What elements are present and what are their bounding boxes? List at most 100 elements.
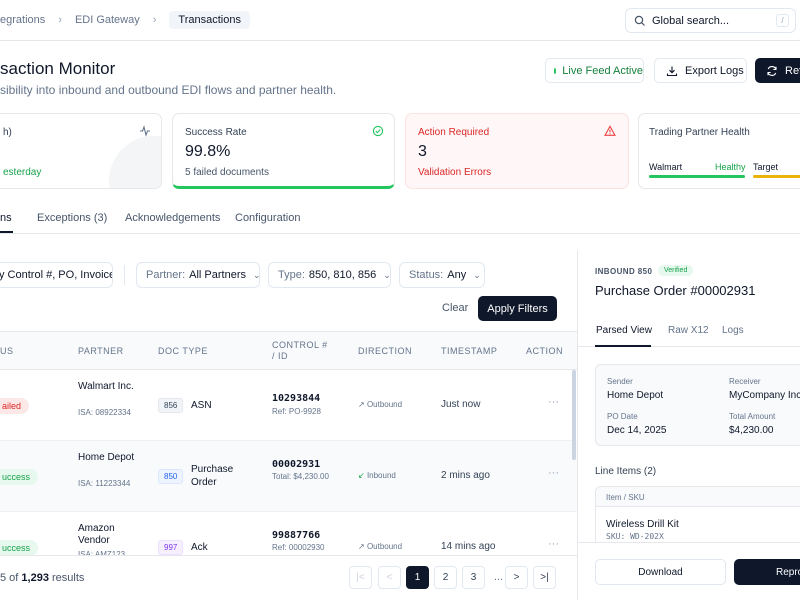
page-3-button[interactable]: 3 [462, 566, 485, 589]
receiver-label: Receiver [729, 377, 761, 386]
column-header-direction[interactable]: DIRECTION [358, 346, 412, 356]
partner-filter-value: All Partners [189, 269, 246, 281]
detail-summary: Sender Home Depot Receiver MyCompany Inc… [595, 364, 800, 446]
chevron-down-icon: ⌄ [253, 269, 261, 280]
control-ref: Total: $4,230.00 [272, 472, 329, 481]
partner-health-status: Healthy [715, 162, 746, 172]
line-items-header: Item / SKU [596, 487, 800, 507]
column-header-status[interactable]: US [0, 346, 14, 356]
main-tabs: ns Exceptions (3) Acknowledgements Confi… [0, 200, 800, 234]
partner-health-bar [649, 175, 745, 178]
stat-card-partner-health: Trading Partner Health Walmart Healthy T… [638, 113, 800, 189]
next-page-button[interactable]: > [505, 566, 528, 589]
more-actions-icon[interactable]: ··· [548, 467, 559, 479]
status-badge: uccess [0, 469, 39, 485]
results-shown: 5 of [0, 572, 22, 584]
last-page-button[interactable]: >| [533, 566, 556, 589]
refresh-button[interactable]: Refr [755, 58, 800, 83]
tab-configuration[interactable]: Configuration [235, 212, 301, 224]
stat-label: h) [3, 127, 12, 138]
stat-value: 3 [418, 143, 427, 160]
more-actions-icon[interactable]: ··· [548, 396, 559, 408]
tab-transactions[interactable]: ns [0, 212, 12, 224]
doc-type-code: 856 [158, 398, 184, 413]
direction-text: Outbound [366, 400, 403, 409]
column-header-control-id[interactable]: CONTROL # / ID [272, 340, 328, 361]
live-feed-label: Live Feed Active [562, 64, 643, 77]
page-subtitle: sibility into inbound and outbound EDI f… [0, 83, 337, 97]
verified-badge: Verified [658, 265, 694, 276]
line-item-name: Wireless Drill Kit [606, 519, 679, 530]
column-header-doc-type[interactable]: DOC TYPE [158, 346, 208, 356]
results-count: 5 of 1,293 results [0, 572, 84, 584]
status-badge: ailed [0, 398, 30, 414]
type-filter-select[interactable]: Type: 850, 810, 856 ⌄ [268, 262, 391, 288]
global-search-input[interactable]: Global search... / [625, 8, 796, 33]
chevron-left-icon: < [386, 572, 393, 583]
column-header-action: ACTION [526, 346, 564, 356]
po-date-label: PO Date [607, 412, 638, 421]
card-decoration [109, 136, 161, 188]
live-feed-button[interactable]: Live Feed Active [545, 58, 644, 83]
outbound-arrow-icon: ↗ [358, 400, 367, 409]
first-page-button[interactable]: |< [349, 566, 372, 589]
receiver-value: MyCompany Inc [729, 390, 800, 401]
control-number: 10293844 [272, 393, 321, 404]
breadcrumb-edi-gateway[interactable]: EDI Gateway [74, 14, 140, 26]
column-header-timestamp[interactable]: TIMESTAMP [441, 346, 498, 356]
tab-parsed-view[interactable]: Parsed View [596, 325, 652, 336]
filter-divider [124, 265, 125, 285]
status-filter-value: Any [447, 269, 467, 281]
tab-exceptions[interactable]: Exceptions (3) [37, 212, 108, 224]
clear-filters-button[interactable]: Clear [442, 302, 469, 314]
stat-value: 99.8% [185, 143, 231, 160]
tab-acknowledgements[interactable]: Acknowledgements [125, 212, 221, 224]
sender-value: Home Depot [607, 390, 664, 401]
status-filter-select[interactable]: Status: Any ⌄ [399, 262, 485, 288]
partner-filter-select[interactable]: Partner: All Partners ⌄ [136, 262, 261, 288]
inbound-arrow-icon: ↙ [358, 471, 367, 480]
doc-type-name: ASN [191, 400, 212, 411]
table-row[interactable]: uccess Home Depot ISA: 11223344 850 Purc… [0, 441, 577, 512]
timestamp: 14 mins ago [441, 541, 496, 552]
column-header-partner[interactable]: PARTNER [78, 346, 124, 356]
active-tab-indicator [0, 231, 13, 233]
reprocess-button[interactable]: Repro [734, 559, 800, 585]
warning-icon [604, 125, 616, 136]
control-ref: Ref: PO-9928 [272, 407, 321, 416]
tab-raw-x12[interactable]: Raw X12 [668, 325, 709, 336]
search-shortcut-key: / [776, 14, 789, 27]
chevron-down-icon: ⌄ [383, 269, 391, 280]
status-filter-label: Status: [409, 269, 444, 281]
transaction-search-input[interactable]: y Control #, PO, Invoice [0, 262, 113, 288]
page-1-button[interactable]: 1 [406, 566, 429, 589]
table-footer [0, 555, 577, 600]
direction-label: ↗ Outbound [358, 542, 402, 551]
line-items-column-label: Item / SKU [606, 493, 645, 502]
type-filter-value: 850, 810, 856 [308, 269, 377, 281]
breadcrumb-integrations[interactable]: egrations [0, 14, 46, 26]
download-button[interactable]: Download [595, 559, 726, 585]
prev-page-button[interactable]: < [378, 566, 401, 589]
apply-filters-button[interactable]: Apply Filters [478, 296, 557, 321]
line-items-title: Line Items (2) [595, 466, 657, 477]
page-2-button[interactable]: 2 [434, 566, 457, 589]
doc-type-name: Purchase Order [191, 464, 234, 488]
export-logs-button[interactable]: Export Logs [654, 58, 747, 83]
stat-label: Trading Partner Health [649, 127, 750, 138]
table-row[interactable]: ailed Walmart Inc. ISA: 08922334 856 ASN… [0, 370, 577, 441]
stat-note: esterday [3, 167, 42, 178]
more-actions-icon[interactable]: ··· [548, 538, 559, 550]
control-number: 99887766 [272, 530, 321, 541]
doc-type-code: 997 [158, 540, 184, 555]
line-items-table: Item / SKU Wireless Drill Kit SKU: WD-20… [595, 486, 800, 600]
table-scrollbar[interactable] [572, 370, 576, 460]
refresh-icon [767, 65, 777, 76]
chevron-down-icon: ⌄ [473, 269, 481, 280]
breadcrumb: egrations › EDI Gateway › Transactions [0, 10, 250, 30]
breadcrumb-transactions: Transactions [169, 11, 250, 29]
download-icon [666, 66, 678, 76]
timestamp: 2 mins ago [441, 470, 490, 481]
export-logs-label: Export Logs [685, 64, 744, 77]
tab-logs[interactable]: Logs [722, 325, 744, 336]
